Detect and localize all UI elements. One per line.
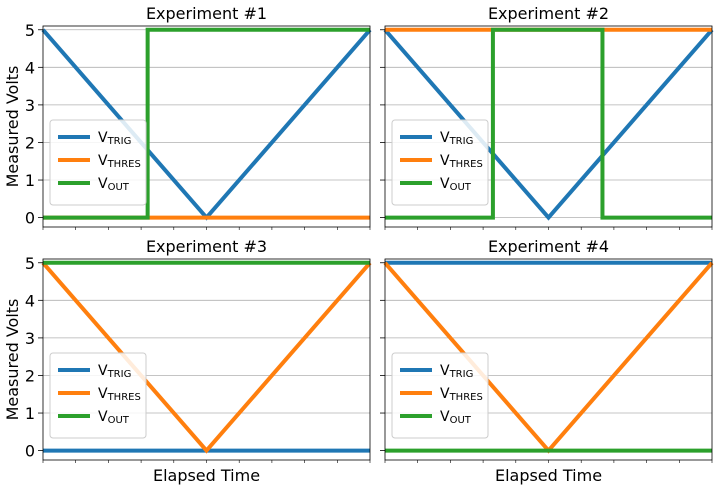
subplot-title: Experiment #2 xyxy=(488,4,609,23)
subplot-title: Experiment #1 xyxy=(146,4,267,23)
x-axis-label: Elapsed Time xyxy=(153,466,260,485)
series-line-trig xyxy=(383,28,714,221)
legend: VTRIG VTHRES VOUT xyxy=(391,119,489,206)
y-axis-label: Measured Volts xyxy=(3,66,22,188)
legend-label-thres: VTHRES xyxy=(440,386,483,403)
legend-label-trig: VTRIG xyxy=(440,363,473,380)
legend-label-trig: VTRIG xyxy=(440,130,473,147)
legend: VTRIG VTHRES VOUT xyxy=(49,119,147,206)
subplot-title: Experiment #4 xyxy=(488,237,609,256)
legend-label-out: VOUT xyxy=(98,176,130,193)
y-tick-label: 1 xyxy=(25,171,35,190)
y-tick-label: 5 xyxy=(25,21,35,40)
subplot-1: 0 1 2 3 4 5 Experiment #1 VTRIG VTHRES VOUT Measur… xyxy=(3,4,372,230)
series-line-thres xyxy=(41,261,372,454)
subplot-3: 0 1 2 3 4 5 Experiment #3 VTRIG VTHRES VOUT Elapse… xyxy=(3,237,372,485)
y-tick-label: 2 xyxy=(25,366,35,385)
y-axis-label: Measured Volts xyxy=(3,299,22,421)
subplot-4: Experiment #4 VTRIG VTHRES VOUT Elapsed Time xyxy=(380,237,714,485)
legend-label-thres: VTHRES xyxy=(440,153,483,170)
subplot-title: Experiment #3 xyxy=(146,237,267,256)
legend-label-out: VOUT xyxy=(98,409,130,426)
y-tick-label: 5 xyxy=(25,254,35,273)
series-line-out xyxy=(385,27,712,220)
subplot-2: Experiment #2 VTRIG VTHRES VOUT xyxy=(380,4,714,230)
y-tick-label: 4 xyxy=(25,58,35,77)
legend-label-out: VOUT xyxy=(440,409,472,426)
y-tick-label: 1 xyxy=(25,404,35,423)
legend-label-thres: VTHRES xyxy=(98,386,141,403)
legend-label-thres: VTHRES xyxy=(98,153,141,170)
legend: VTRIG VTHRES VOUT xyxy=(49,352,147,439)
y-tick-label: 3 xyxy=(25,96,35,115)
y-tick-label: 2 xyxy=(25,133,35,152)
legend-label-out: VOUT xyxy=(440,176,472,193)
x-axis-label: Elapsed Time xyxy=(495,466,602,485)
y-tick-label: 0 xyxy=(25,442,35,461)
legend-label-trig: VTRIG xyxy=(98,130,131,147)
y-tick-label: 0 xyxy=(25,209,35,228)
legend-label-trig: VTRIG xyxy=(98,363,131,380)
legend: VTRIG VTHRES VOUT xyxy=(391,352,489,439)
y-tick-label: 4 xyxy=(25,291,35,310)
y-tick-label: 3 xyxy=(25,329,35,348)
series-line-out xyxy=(43,27,370,220)
